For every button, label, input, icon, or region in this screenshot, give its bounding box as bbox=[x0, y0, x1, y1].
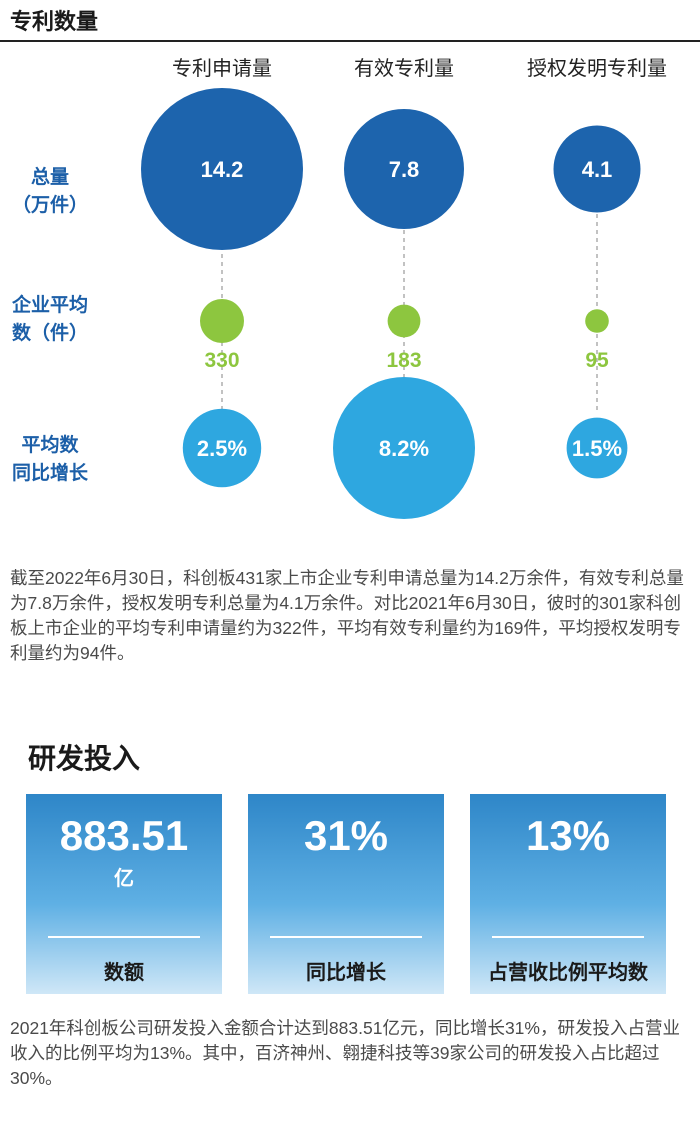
rd-card-growth: 31% 同比增长 bbox=[248, 794, 444, 994]
bubble-label-r0-c2: 4.1 bbox=[582, 157, 613, 182]
rd-card-growth-divider bbox=[270, 936, 422, 938]
rd-card-amount-value: 883.51 bbox=[59, 812, 189, 859]
bubble-label-r1-c2: 95 bbox=[585, 349, 609, 372]
bubble-label-r0-c0: 14.2 bbox=[201, 157, 244, 182]
row-label-average-line2: 数（件） bbox=[11, 323, 88, 344]
row-label-growth: 平均数 同比增长 bbox=[0, 432, 100, 488]
rd-section-title: 研发投入 bbox=[28, 743, 141, 774]
bubble-label-r2-c0: 2.5% bbox=[197, 436, 247, 461]
patent-description: 截至2022年6月30日，科创板431家上市企业专利申请总量为14.2万余件，有… bbox=[10, 568, 684, 663]
bubble-label-r1-c0: 330 bbox=[204, 349, 239, 372]
row-label-average-line1: 企业平均 bbox=[11, 295, 88, 316]
rd-card-growth-value: 31% bbox=[303, 812, 389, 859]
rd-card-ratio-label: 占营收比例平均数 bbox=[488, 962, 648, 984]
bubble-r1-c0 bbox=[200, 299, 244, 343]
bubble-label-r1-c1: 183 bbox=[386, 349, 421, 372]
rd-card-amount-unit: 亿 bbox=[114, 868, 134, 890]
bubble-label-r2-c2: 1.5% bbox=[572, 436, 622, 461]
rd-card-amount-divider bbox=[48, 936, 200, 938]
rd-card-growth-label: 同比增长 bbox=[306, 962, 386, 984]
bubble-r2-c2 bbox=[566, 417, 628, 479]
rd-card-ratio-divider bbox=[492, 936, 644, 938]
bubble-chart: 14.2 7.8 4.1 330 183 95 2.5% 8.2% 1.5% bbox=[141, 88, 641, 519]
row-label-growth-line1: 平均数 bbox=[21, 435, 79, 456]
row-label-total: 总量 （万件） bbox=[0, 164, 100, 220]
bubble-label-r0-c1: 7.8 bbox=[389, 157, 420, 182]
bubble-r1-c1 bbox=[387, 304, 421, 338]
bubble-r0-c0 bbox=[141, 88, 303, 250]
row-label-growth-line2: 同比增长 bbox=[11, 463, 88, 484]
rd-card-ratio-value: 13% bbox=[525, 812, 611, 859]
row-label-total-line1: 总量 bbox=[30, 167, 69, 188]
rd-card-ratio: 13% 占营收比例平均数 bbox=[470, 794, 666, 994]
bubble-r2-c0 bbox=[182, 408, 262, 488]
bubble-r0-c1 bbox=[344, 109, 464, 229]
row-label-total-line2: （万件） bbox=[11, 195, 88, 216]
title-divider bbox=[0, 40, 700, 42]
bubble-r1-c2 bbox=[585, 309, 609, 333]
row-label-average: 企业平均 数（件） bbox=[0, 292, 100, 348]
column-header-valid-patents: 有效专利量 bbox=[354, 58, 454, 80]
patent-section-title: 专利数量 bbox=[10, 9, 99, 34]
bubble-r0-c2 bbox=[553, 125, 641, 213]
rd-card-amount: 883.51 亿 数额 bbox=[26, 794, 222, 994]
bubble-r2-c1 bbox=[333, 377, 475, 519]
column-header-granted-inventions: 授权发明专利量 bbox=[527, 58, 667, 80]
rd-description: 2021年科创板公司研发投入金额合计达到883.51亿元，同比增长31%，研发投… bbox=[10, 1018, 680, 1088]
bubble-label-r2-c1: 8.2% bbox=[379, 436, 429, 461]
column-header-applications: 专利申请量 bbox=[172, 58, 272, 80]
rd-card-amount-label: 数额 bbox=[104, 962, 144, 984]
